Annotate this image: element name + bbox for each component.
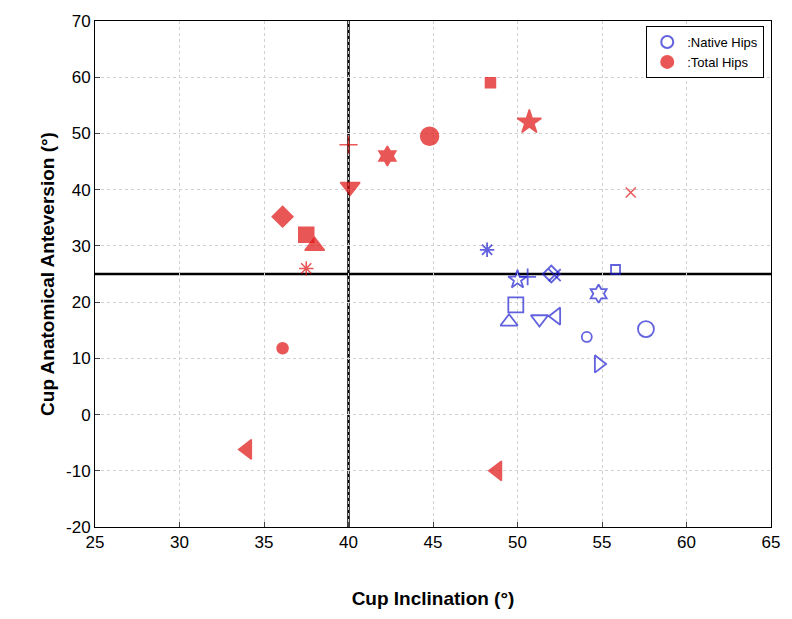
svg-text:Cup Anatomical Anteversion (°): Cup Anatomical Anteversion (°): [37, 132, 58, 416]
svg-text:20: 20: [72, 293, 91, 312]
svg-text:55: 55: [593, 533, 612, 552]
svg-text:65: 65: [762, 533, 781, 552]
svg-text::Native Hips: :Native Hips: [687, 35, 758, 50]
svg-text:30: 30: [170, 533, 189, 552]
svg-text:Cup Inclination (°): Cup Inclination (°): [352, 588, 515, 609]
svg-text:40: 40: [72, 181, 91, 200]
svg-text:30: 30: [72, 237, 91, 256]
svg-text:0: 0: [81, 406, 90, 425]
svg-text:45: 45: [424, 533, 443, 552]
svg-text:25: 25: [86, 533, 105, 552]
svg-text:-20: -20: [66, 518, 91, 537]
svg-text:35: 35: [255, 533, 274, 552]
svg-text:50: 50: [72, 124, 91, 143]
svg-text:60: 60: [677, 533, 696, 552]
svg-text:40: 40: [339, 533, 358, 552]
svg-text:-10: -10: [66, 462, 91, 481]
svg-text:10: 10: [72, 349, 91, 368]
svg-text::Total Hips: :Total Hips: [687, 55, 748, 70]
svg-text:60: 60: [72, 68, 91, 87]
svg-text:70: 70: [72, 12, 91, 31]
svg-text:50: 50: [508, 533, 527, 552]
